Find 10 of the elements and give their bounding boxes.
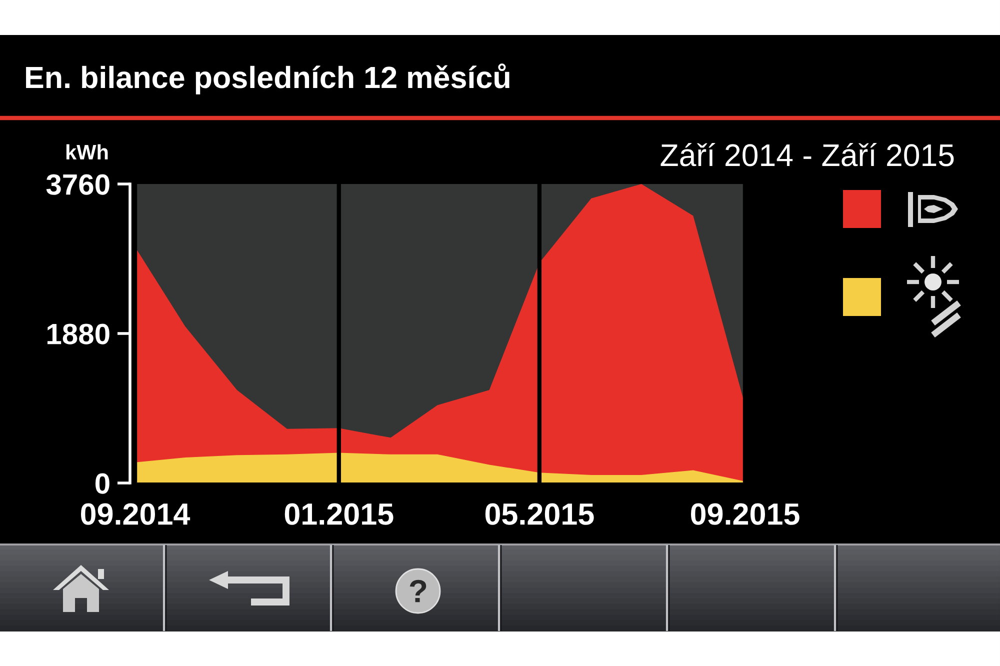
- x-tick-label: 09.2014: [80, 503, 190, 525]
- x-tick-label: 09.2015: [690, 503, 800, 525]
- chart-title: En. bilance posledních 12 měsíců: [26, 63, 510, 94]
- y-tick-label: 1880: [48, 324, 110, 344]
- y-tick-label: 3760: [46, 174, 110, 195]
- x-tick-label: 01.2015: [284, 503, 394, 525]
- y-axis-title: kWh: [66, 144, 108, 160]
- chart-subtitle: Září 2014 - Září 2015: [660, 142, 954, 166]
- y-tick-label: 0: [95, 473, 110, 494]
- x-tick-label: 05.2015: [485, 503, 594, 525]
